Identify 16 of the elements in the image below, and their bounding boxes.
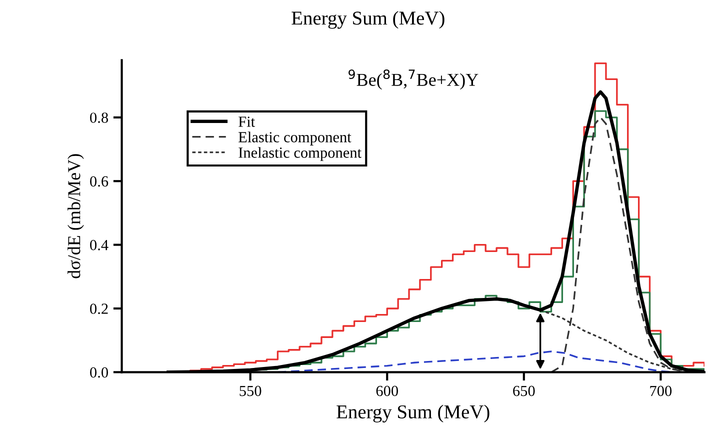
legend-label: Fit bbox=[238, 116, 255, 127]
chart-title: Energy Sum (MeV) bbox=[292, 11, 444, 29]
x-axis-title: Energy Sum (MeV) bbox=[336, 404, 490, 422]
x-tick-label: 650 bbox=[513, 386, 535, 396]
x-tick-label: 700 bbox=[650, 386, 672, 396]
x-tick-label: 600 bbox=[376, 386, 398, 396]
y-axis-title: dσ/dE (mb/MeV) bbox=[68, 154, 84, 278]
y-tick-label: 0.4 bbox=[90, 240, 108, 250]
y-tick-label: 0.0 bbox=[90, 367, 108, 378]
annotation: $^{9}$Be($^{8}$B,$^{7}$Be+X)Y bbox=[348, 69, 478, 90]
x-tick-label: 550 bbox=[240, 386, 262, 396]
y-tick-label: 0.6 bbox=[90, 176, 108, 187]
legend-label: Elastic component bbox=[238, 132, 352, 146]
legend-label: Inelastic component bbox=[238, 147, 362, 161]
y-tick-label: 0.8 bbox=[90, 112, 108, 123]
y-tick-label: 0.2 bbox=[90, 304, 108, 314]
